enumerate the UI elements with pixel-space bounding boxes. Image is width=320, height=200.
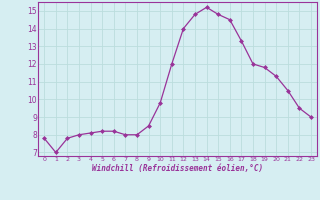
X-axis label: Windchill (Refroidissement éolien,°C): Windchill (Refroidissement éolien,°C) (92, 164, 263, 173)
